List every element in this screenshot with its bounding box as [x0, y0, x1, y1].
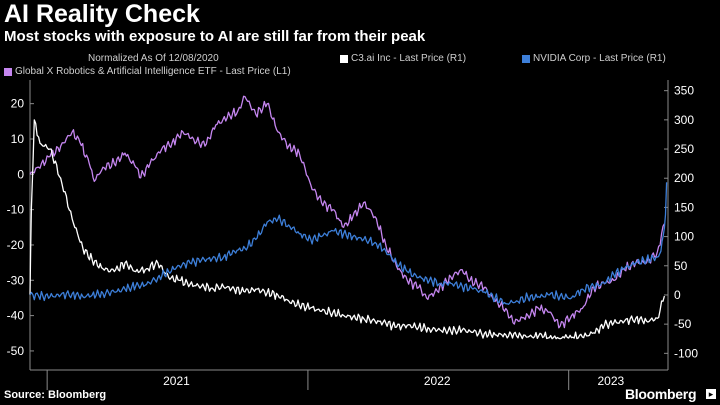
x-axis-tick-label: 2022 — [424, 374, 451, 388]
right-axis-tick-label: 100 — [674, 230, 694, 244]
left-axis-tick-label: 20 — [11, 97, 25, 111]
legend-item-nvda: NVIDIA Corp - Last Price (R1) — [522, 53, 666, 64]
left-axis-tick-label: 0 — [17, 167, 24, 181]
left-axis-tick-label: -10 — [7, 203, 25, 217]
nvda-series-line — [29, 182, 668, 305]
right-axis-tick-label: -50 — [674, 317, 692, 331]
legend-label-nvda: NVIDIA Corp - Last Price (R1) — [533, 53, 666, 64]
right-axis-tick-label: -100 — [674, 346, 698, 360]
normalized-note: Normalized As Of 12/08/2020 — [88, 53, 219, 64]
chart-subtitle: Most stocks with exposure to AI are stil… — [4, 28, 426, 45]
left-axis-tick-label: -20 — [7, 238, 25, 252]
left-axis-tick-label: 10 — [11, 132, 25, 146]
legend-swatch-c3ai — [340, 54, 348, 63]
right-axis-tick-label: 50 — [674, 259, 688, 273]
source-note: Source: Bloomberg — [4, 389, 107, 401]
x-axis-tick-label: 2021 — [163, 374, 190, 388]
right-axis-tick-label: 350 — [674, 84, 694, 98]
bloomberg-mark-icon: ▸ — [706, 389, 716, 399]
legend-label-etf: Global X Robotics & Artificial Intellige… — [15, 66, 291, 77]
left-axis-tick-label: -40 — [7, 309, 25, 323]
bloomberg-logo: Bloomberg — [625, 386, 697, 402]
c3ai-series-line — [29, 119, 666, 340]
right-axis-tick-label: 0 — [674, 288, 681, 302]
left-axis-tick-label: -30 — [7, 273, 25, 287]
legend-swatch-nvda — [522, 54, 530, 63]
legend-item-c3ai: C3.ai Inc - Last Price (R1) — [340, 53, 466, 64]
right-axis-tick-label: 250 — [674, 142, 694, 156]
legend-label-c3ai: C3.ai Inc - Last Price (R1) — [351, 53, 467, 64]
x-axis-tick-label: 2023 — [597, 374, 624, 388]
legend-swatch-etf — [4, 67, 12, 76]
right-axis-tick-label: 300 — [674, 113, 694, 127]
right-axis-tick-label: 200 — [674, 171, 694, 185]
etf-series-line — [29, 95, 665, 329]
chart-title: AI Reality Check — [4, 0, 200, 28]
left-axis-tick-label: -50 — [7, 344, 25, 358]
right-axis-tick-label: 150 — [674, 200, 694, 214]
legend-item-etf: Global X Robotics & Artificial Intellige… — [4, 66, 291, 77]
